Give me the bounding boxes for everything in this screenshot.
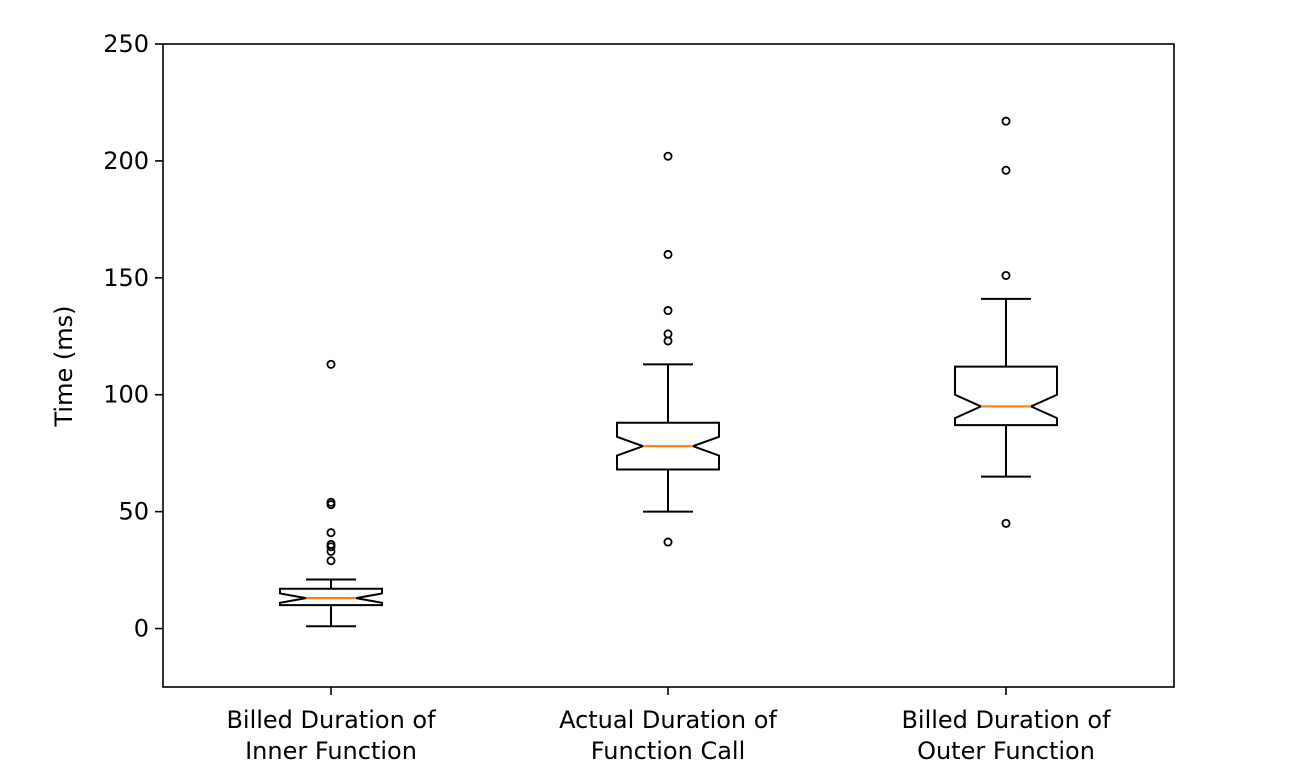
- outlier-point: [1001, 165, 1011, 175]
- x-tick-label: Billed Duration of Inner Function: [226, 706, 436, 765]
- box-group: [616, 151, 720, 547]
- x-tick-label-line: Outer Function: [917, 737, 1095, 765]
- outlier-point: [326, 359, 336, 369]
- y-axis: 0 50 100 150 200 250: [103, 30, 163, 643]
- y-tick-label: 250: [103, 30, 149, 58]
- y-tick-label: 50: [118, 498, 149, 526]
- outlier-point: [326, 556, 336, 566]
- outlier-point: [1001, 518, 1011, 528]
- outlier-point: [1001, 116, 1011, 126]
- x-tick-label: Billed Duration of Outer Function: [901, 706, 1111, 765]
- plot-marks: [279, 116, 1058, 628]
- x-tick-label-line: Inner Function: [245, 737, 417, 765]
- outlier-point: [663, 306, 673, 316]
- box-group: [279, 359, 383, 628]
- y-tick-label: 150: [103, 264, 149, 292]
- notched-box: [954, 365, 1058, 427]
- outlier-point: [1001, 270, 1011, 280]
- x-tick-label-line: Billed Duration of: [901, 706, 1111, 734]
- box-group: [954, 116, 1058, 528]
- x-tick-label-line: Actual Duration of: [559, 706, 777, 734]
- outlier-point: [326, 528, 336, 538]
- y-axis-title: Time (ms): [50, 306, 78, 428]
- y-tick-label: 200: [103, 147, 149, 175]
- outlier-point: [663, 537, 673, 547]
- y-tick-label: 100: [103, 381, 149, 409]
- outlier-point: [663, 329, 673, 339]
- notched-box: [279, 587, 383, 607]
- x-axis: Billed Duration of Inner Function Actual D…: [226, 687, 1111, 765]
- x-tick-label-line: Billed Duration of: [226, 706, 436, 734]
- outlier-point: [663, 151, 673, 161]
- outlier-point: [326, 497, 336, 507]
- y-tick-label: 0: [134, 615, 149, 643]
- outlier-point: [326, 539, 336, 549]
- outlier-point: [663, 249, 673, 259]
- x-tick-label-line: Function Call: [591, 737, 746, 765]
- x-tick-label: Actual Duration of Function Call: [559, 706, 777, 765]
